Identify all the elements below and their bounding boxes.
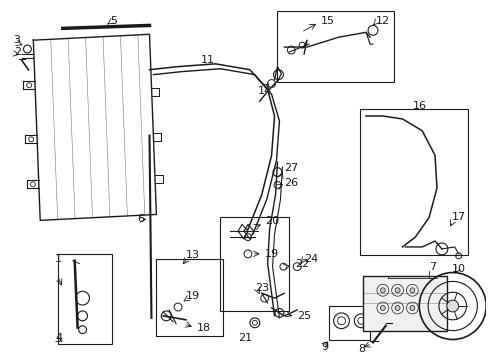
Bar	[58, 254, 112, 345]
Text: 3: 3	[14, 35, 21, 45]
Bar	[360, 109, 468, 255]
Bar	[277, 11, 393, 82]
Circle shape	[410, 306, 415, 310]
Circle shape	[380, 306, 385, 310]
Text: 5: 5	[110, 15, 117, 26]
Text: 19: 19	[265, 249, 279, 259]
Bar	[329, 306, 370, 341]
Bar	[363, 276, 447, 330]
Text: 9: 9	[321, 342, 328, 352]
Text: 12: 12	[376, 15, 390, 26]
Text: 14: 14	[258, 86, 272, 96]
Text: 16: 16	[413, 101, 426, 111]
Text: 2: 2	[14, 47, 21, 57]
Text: 4: 4	[55, 333, 62, 342]
Circle shape	[395, 306, 400, 310]
Text: 7: 7	[429, 262, 436, 272]
Text: 15: 15	[321, 15, 335, 26]
Text: 19: 19	[186, 291, 200, 301]
Text: 6: 6	[138, 215, 145, 224]
Text: 26: 26	[284, 178, 298, 188]
Text: 8: 8	[358, 345, 366, 354]
Text: 22: 22	[295, 259, 310, 269]
Text: 27: 27	[284, 163, 298, 173]
Text: 18: 18	[197, 323, 211, 333]
Circle shape	[447, 300, 459, 312]
Text: 17: 17	[452, 212, 466, 222]
Bar	[220, 217, 289, 311]
Text: 13: 13	[186, 250, 200, 260]
Circle shape	[380, 288, 385, 293]
Text: 1: 1	[55, 254, 62, 264]
Circle shape	[395, 288, 400, 293]
Text: 24: 24	[304, 254, 319, 264]
Text: 23: 23	[255, 283, 269, 293]
Circle shape	[410, 288, 415, 293]
Text: 20: 20	[265, 216, 279, 226]
Text: 10: 10	[452, 264, 466, 274]
Text: 11: 11	[201, 55, 215, 65]
Text: 25: 25	[297, 311, 311, 321]
Bar	[156, 259, 223, 336]
Text: 21: 21	[238, 333, 252, 342]
